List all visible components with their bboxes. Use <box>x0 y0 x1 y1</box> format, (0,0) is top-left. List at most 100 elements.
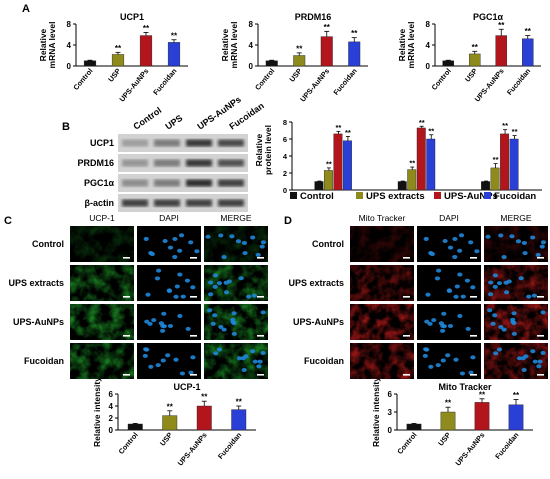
stain-signal <box>484 265 548 301</box>
dapi-nucleus <box>515 239 522 244</box>
dapi-nucleus <box>511 331 517 336</box>
dapi-nucleus <box>212 313 218 318</box>
dapi-nucleus <box>531 293 537 298</box>
bar <box>397 181 407 191</box>
dapi-nucleus <box>464 278 471 283</box>
dapi-nucleus <box>424 319 430 324</box>
dapi-nucleus <box>216 281 223 286</box>
dapi-nucleus <box>178 233 185 238</box>
significance-label: ** <box>428 126 434 135</box>
dapi-nucleus <box>540 310 546 315</box>
blot-band <box>186 139 212 147</box>
dapi-nucleus <box>445 353 451 358</box>
y-axis-label: mRNA level <box>229 22 239 69</box>
dapi-nucleus <box>423 236 429 241</box>
blot-band <box>218 139 244 147</box>
stain-signal <box>350 343 414 379</box>
scale-bar <box>257 374 264 376</box>
scale-bar <box>403 335 410 337</box>
dapi-nucleus <box>213 351 219 356</box>
y-tick-label: 4 <box>67 41 72 50</box>
dapi-nucleus <box>441 311 447 316</box>
dapi-nucleus <box>452 236 458 241</box>
dapi-nucleus <box>165 353 171 358</box>
bar <box>500 133 510 191</box>
x-tick-label: Control <box>395 431 418 456</box>
dapi-nucleus <box>498 233 504 238</box>
dapi-nucleus <box>458 233 465 238</box>
dapi-nucleus <box>470 355 476 360</box>
blot-band <box>122 159 148 167</box>
blot-row-label: PRDM16 <box>77 158 114 168</box>
blot-row-label: PGC1α <box>84 178 115 188</box>
bar <box>196 405 212 431</box>
bar <box>416 127 426 191</box>
dapi-nucleus <box>226 279 232 284</box>
significance-label: ** <box>512 127 518 136</box>
bar <box>495 35 508 67</box>
dapi-nucleus <box>460 294 466 299</box>
stain-signal <box>350 304 414 340</box>
y-tick-label: 2 <box>109 414 114 423</box>
panel-letter-a: A <box>22 3 30 15</box>
dapi-nucleus <box>506 279 512 284</box>
y-axis-label: mRNA level <box>406 22 416 69</box>
dapi-nucleus <box>158 321 164 326</box>
bar <box>440 411 456 431</box>
x-tick-label: USP <box>463 66 480 83</box>
bar <box>508 404 524 431</box>
y-tick-label: 6 <box>109 390 114 399</box>
legend-swatch <box>290 192 297 199</box>
dapi-nucleus <box>257 359 263 364</box>
dapi-nucleus <box>536 364 542 369</box>
legend-label: UPS extracts <box>366 191 425 202</box>
dapi-nucleus <box>144 319 150 324</box>
significance-label: ** <box>409 159 415 168</box>
blot-band <box>154 199 180 207</box>
dapi-nucleus <box>429 252 435 257</box>
dapi-nucleus <box>236 356 243 361</box>
legend-swatch <box>484 192 491 199</box>
dapi-nucleus <box>447 323 454 328</box>
y-tick-label: 0 <box>249 62 254 71</box>
y-axis-label: Relative intensity <box>371 377 381 447</box>
dapi-nucleus <box>167 245 174 250</box>
scale-bar <box>470 296 477 298</box>
dapi-nucleus <box>452 254 458 259</box>
y-axis-label: Relative intensity <box>92 377 102 447</box>
significance-label: ** <box>498 21 505 30</box>
dapi-nucleus <box>511 311 517 316</box>
significance-label: ** <box>335 123 341 132</box>
scale-bar <box>257 257 264 259</box>
dapi-nucleus <box>259 244 265 249</box>
blot-band <box>218 179 244 187</box>
scale-bar <box>537 257 544 259</box>
chart-A-PRDM16: PRDM16 0 4 8 Relative mRNA level Control ** USP *… <box>220 12 368 104</box>
dapi-nucleus <box>250 349 256 354</box>
dapi-nucleus <box>539 244 545 249</box>
significance-label: ** <box>419 118 425 127</box>
scale-bar <box>123 296 130 298</box>
dapi-nucleus <box>510 320 516 325</box>
scale-bar <box>257 335 264 337</box>
bar <box>481 181 491 191</box>
dapi-nucleus <box>526 294 532 299</box>
panel-letter-c: C <box>4 215 12 227</box>
dapi-nucleus <box>260 240 267 245</box>
dapi-nucleus <box>212 273 218 278</box>
dapi-nucleus <box>207 308 213 313</box>
blot-row-label: UCP1 <box>90 138 114 148</box>
dapi-nucleus <box>439 328 446 333</box>
stain-signal <box>70 265 134 301</box>
blot-band <box>186 199 212 207</box>
bar <box>333 133 343 191</box>
dapi-nucleus <box>216 347 223 352</box>
dapi-nucleus <box>149 252 155 257</box>
scale-bar <box>190 257 197 259</box>
blot-strip <box>118 174 248 192</box>
y-axis-label: Relative <box>220 28 230 61</box>
dapi-nucleus <box>537 359 543 364</box>
dapi-nucleus <box>174 284 180 289</box>
chart-title: UCP1 <box>120 12 144 22</box>
dapi-nucleus <box>218 324 224 329</box>
